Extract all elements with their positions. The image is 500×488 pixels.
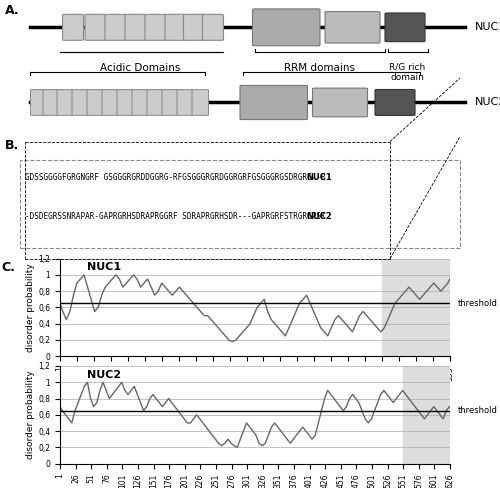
- FancyBboxPatch shape: [147, 90, 164, 115]
- Text: NUC2: NUC2: [88, 370, 122, 380]
- Text: RRM domains: RRM domains: [284, 63, 356, 73]
- FancyBboxPatch shape: [72, 90, 88, 115]
- FancyBboxPatch shape: [125, 14, 146, 41]
- Text: NUC1: NUC1: [88, 263, 122, 272]
- FancyBboxPatch shape: [375, 89, 415, 116]
- Text: Acidic Domains: Acidic Domains: [100, 63, 180, 73]
- Text: threshold: threshold: [458, 299, 498, 308]
- FancyBboxPatch shape: [62, 14, 84, 41]
- Text: C.: C.: [2, 261, 16, 274]
- Text: NUC2: NUC2: [475, 98, 500, 107]
- FancyBboxPatch shape: [30, 90, 47, 115]
- FancyBboxPatch shape: [117, 90, 134, 115]
- Bar: [20, 160, 460, 248]
- Text: threshold: threshold: [458, 406, 498, 415]
- FancyBboxPatch shape: [184, 14, 204, 41]
- FancyBboxPatch shape: [43, 90, 60, 115]
- Text: NUC2: NUC2: [306, 212, 332, 221]
- FancyBboxPatch shape: [240, 85, 308, 120]
- FancyBboxPatch shape: [57, 90, 74, 115]
- FancyBboxPatch shape: [87, 90, 104, 115]
- FancyBboxPatch shape: [312, 88, 368, 117]
- FancyBboxPatch shape: [162, 90, 178, 115]
- Bar: [382, 259, 450, 356]
- FancyBboxPatch shape: [105, 14, 126, 41]
- Y-axis label: disorder probability: disorder probability: [26, 263, 36, 352]
- Y-axis label: disorder probability: disorder probability: [26, 370, 36, 459]
- FancyBboxPatch shape: [192, 90, 208, 115]
- Bar: [403, 366, 450, 464]
- FancyBboxPatch shape: [252, 9, 320, 46]
- Text: -DSDEGRSSNRAPAR-GAPRGRHSDRAPRGGRF SDRAPRGRHSDR---GAPRGRFSTRGRGPSK: -DSDEGRSSNRAPAR-GAPRGRHSDRAPRGGRF SDRAPR…: [25, 212, 326, 221]
- FancyBboxPatch shape: [165, 14, 186, 41]
- FancyBboxPatch shape: [85, 14, 106, 41]
- FancyBboxPatch shape: [202, 14, 224, 41]
- FancyBboxPatch shape: [385, 13, 425, 41]
- Text: A.: A.: [5, 4, 20, 17]
- Text: B.: B.: [5, 139, 19, 152]
- Text: R/G rich
domain: R/G rich domain: [390, 63, 426, 82]
- FancyBboxPatch shape: [177, 90, 194, 115]
- FancyBboxPatch shape: [145, 14, 166, 41]
- FancyBboxPatch shape: [325, 12, 380, 43]
- FancyBboxPatch shape: [132, 90, 148, 115]
- Text: NUC1: NUC1: [306, 173, 332, 182]
- FancyBboxPatch shape: [102, 90, 118, 115]
- Text: NUC1: NUC1: [475, 22, 500, 32]
- Text: GDSSGGGGFGRGNGRF GSGGGRGRDDGGRG-RFGSGGGRGRDGGRGRFGSGGGRGSDRGRG--R: GDSSGGGGFGRGNGRF GSGGGRGRDDGGRG-RFGSGGGR…: [25, 173, 326, 182]
